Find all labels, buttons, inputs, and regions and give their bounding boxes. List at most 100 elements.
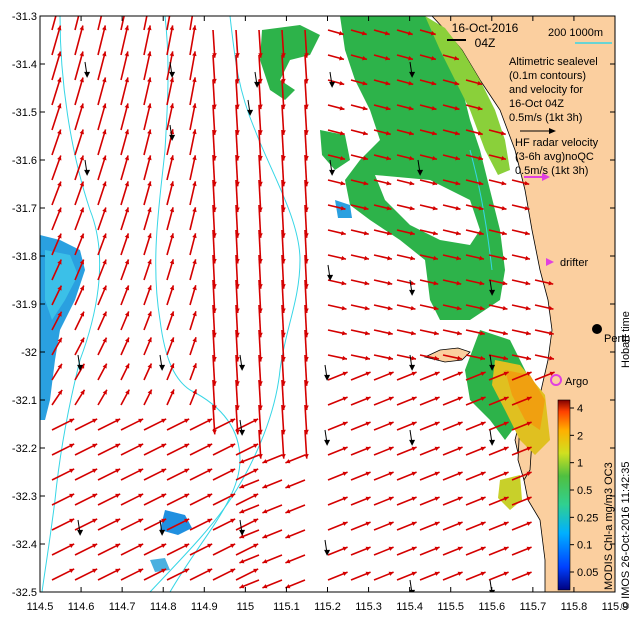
velocity-arrow-head <box>388 421 394 426</box>
velocity-arrow-head <box>480 571 486 576</box>
y-tick-label: -31.8 <box>12 251 37 263</box>
velocity-arrow-head <box>340 205 346 211</box>
velocity-arrow-head <box>192 0 196 4</box>
velocity-arrow-head <box>525 305 531 311</box>
velocity-arrow-head <box>161 493 167 498</box>
velocity-arrow-shaft <box>235 129 239 161</box>
velocity-arrow-head <box>192 389 197 395</box>
velocity-arrow-head <box>341 305 347 311</box>
velocity-arrow-head <box>124 337 130 343</box>
hf-arrow-head <box>239 429 246 436</box>
argo-marker <box>550 374 562 386</box>
velocity-arrow-head <box>230 418 236 423</box>
x-tick-label: 114.7 <box>109 601 136 613</box>
hf-line-3: 0.5m/s (1kt 3h) <box>515 165 588 177</box>
velocity-arrow-shaft <box>189 103 197 131</box>
velocity-arrow-head <box>411 471 417 476</box>
velocity-arrow-head <box>207 418 213 423</box>
velocity-arrow-head <box>526 546 532 551</box>
velocity-arrow-head <box>192 129 197 135</box>
y-tick-label: -31.5 <box>12 107 37 119</box>
velocity-arrow-head <box>503 371 509 376</box>
velocity-arrow-head <box>341 280 347 286</box>
hf-arrow-head <box>409 589 416 592</box>
velocity-arrow-head <box>432 180 438 186</box>
velocity-arrow-shaft <box>235 304 239 338</box>
hf-arrow-head <box>324 549 331 556</box>
velocity-arrow-head <box>102 207 107 213</box>
velocity-arrow-shaft <box>74 103 84 131</box>
velocity-arrow-head <box>480 471 486 476</box>
velocity-arrow-head <box>102 155 107 161</box>
velocity-arrow-head <box>169 181 175 187</box>
velocity-arrow-head <box>239 534 245 539</box>
velocity-arrow-head <box>253 443 259 448</box>
velocity-arrow-shaft <box>51 51 62 81</box>
velocity-arrow-head <box>253 468 259 473</box>
velocity-arrow-shaft <box>74 25 84 56</box>
velocity-arrow-head <box>411 546 417 551</box>
velocity-arrow-head <box>457 355 462 361</box>
velocity-arrow-head <box>192 77 197 83</box>
velocity-arrow-head <box>124 51 129 57</box>
hf-arrow-head <box>77 529 84 536</box>
map-title-date: 16-Oct-2016 <box>452 21 519 35</box>
velocity-arrow-head <box>410 255 415 261</box>
velocity-arrow-head <box>434 521 440 526</box>
velocity-arrow-head <box>207 518 213 523</box>
x-tick-label: 115.4 <box>396 601 423 613</box>
perth-label: Perth <box>604 333 630 345</box>
velocity-arrow-shaft <box>97 51 107 81</box>
velocity-arrow-head <box>480 496 486 501</box>
velocity-arrow-head <box>480 521 486 526</box>
velocity-arrow-head <box>431 105 437 111</box>
velocity-arrow-head <box>147 129 152 135</box>
velocity-arrow-shaft <box>97 103 107 131</box>
velocity-arrow-head <box>455 205 461 211</box>
velocity-arrow-head <box>115 468 121 473</box>
velocity-arrow-shaft <box>304 304 308 338</box>
velocity-arrow-shaft <box>304 279 308 314</box>
velocity-arrow-head <box>69 543 75 548</box>
velocity-arrow-head <box>304 454 309 459</box>
velocity-arrow-shaft <box>281 354 285 386</box>
velocity-arrow-head <box>365 571 371 576</box>
velocity-arrow-head <box>125 0 129 4</box>
colorbar-tick-label: 0.5 <box>577 485 592 497</box>
velocity-arrow-head <box>342 421 348 426</box>
velocity-arrow-head <box>147 233 152 239</box>
velocity-arrow-head <box>454 105 460 111</box>
velocity-arrow-head <box>408 130 414 136</box>
velocity-arrow-head <box>170 389 175 395</box>
velocity-arrow-shaft <box>212 229 216 264</box>
velocity-arrow-head <box>455 155 460 161</box>
velocity-arrow-head <box>434 496 440 501</box>
velocity-arrow-head <box>161 418 167 423</box>
velocity-arrow-shaft <box>258 79 262 110</box>
velocity-arrow-head <box>454 56 459 61</box>
velocity-arrow-head <box>457 446 463 451</box>
velocity-arrow-head <box>124 311 130 317</box>
velocity-arrow-shaft <box>143 103 152 131</box>
velocity-arrow-head <box>57 103 62 109</box>
velocity-arrow-head <box>124 207 130 213</box>
velocity-arrow-head <box>411 496 417 501</box>
velocity-arrow-head <box>235 429 240 435</box>
velocity-arrow-shaft <box>74 77 84 106</box>
hf-arrow-head <box>247 109 254 116</box>
velocity-arrow-shaft <box>143 51 152 81</box>
velocity-arrow-head <box>364 255 369 261</box>
x-tick-label: 115 <box>237 601 255 613</box>
velocity-arrow-head <box>147 77 152 83</box>
velocity-arrow-head <box>478 205 484 211</box>
velocity-arrow-head <box>138 468 144 473</box>
colorbar-tick-label: 4 <box>577 403 583 415</box>
velocity-arrow-head <box>147 181 152 187</box>
velocity-arrow-head <box>57 363 62 369</box>
velocity-arrow-head <box>434 446 440 451</box>
velocity-arrow-shaft <box>281 429 285 459</box>
velocity-arrow-head <box>124 285 130 291</box>
x-tick-label: 114.9 <box>191 601 218 613</box>
velocity-arrow-head <box>184 468 190 473</box>
